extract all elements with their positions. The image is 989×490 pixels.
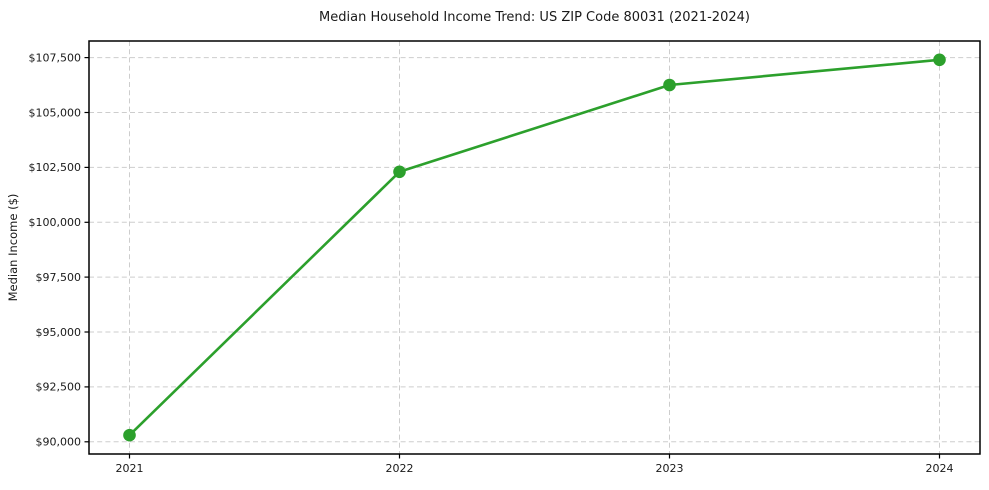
trend-line-series xyxy=(123,53,946,442)
y-tick-label: $107,500 xyxy=(29,51,82,64)
y-tick-label: $95,000 xyxy=(36,326,82,339)
x-tick-label: 2021 xyxy=(116,462,144,475)
y-tick-label: $100,000 xyxy=(29,216,82,229)
y-tick-label: $92,500 xyxy=(36,381,82,394)
trend-line xyxy=(128,58,941,437)
plot-border xyxy=(88,40,981,455)
x-tick-label: 2023 xyxy=(656,462,684,475)
data-point-2022 xyxy=(393,165,406,179)
grid-lines xyxy=(89,41,980,454)
axes-frame xyxy=(88,40,981,455)
y-tick-label: $90,000 xyxy=(36,436,82,449)
x-tick-label: 2022 xyxy=(386,462,414,475)
data-point-2023 xyxy=(663,78,676,92)
chart-title: Median Household Income Trend: US ZIP Co… xyxy=(319,10,750,25)
y-tick-label: $105,000 xyxy=(29,106,82,119)
data-point-2024 xyxy=(933,53,946,67)
data-point-2021 xyxy=(123,428,136,442)
x-tick-label: 2024 xyxy=(926,462,954,475)
axis-ticks: 2021 2022 2023 2024 $90,000 $92,500 $95,000 $97… xyxy=(29,51,954,475)
y-tick-label: $102,500 xyxy=(29,161,82,174)
y-axis-label: Median Income ($) xyxy=(6,194,20,302)
y-tick-label: $97,500 xyxy=(36,271,82,284)
